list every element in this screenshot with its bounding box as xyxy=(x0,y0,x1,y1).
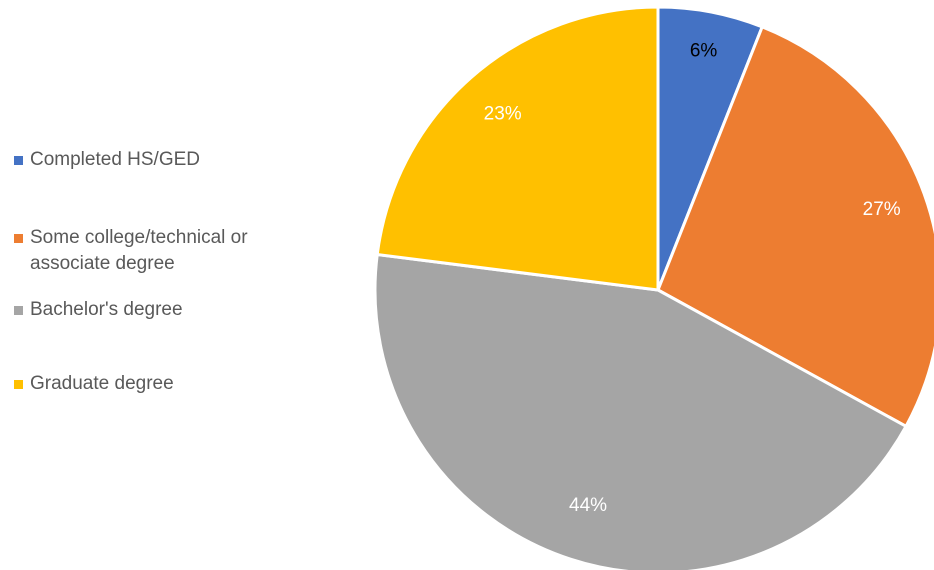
data-label-completed-hs-ged: 6% xyxy=(690,40,718,61)
data-label-bachelor-s-degree: 44% xyxy=(569,495,607,516)
legend-label-some-college: Some college/technical or associate degr… xyxy=(30,227,248,274)
legend-swatch-graduate-degree xyxy=(14,380,23,389)
legend-item-completed-hs-ged: Completed HS/GED xyxy=(14,147,330,173)
legend-label-bachelors-degree: Bachelor's degree xyxy=(30,299,183,320)
legend-item-graduate-degree: Graduate degree xyxy=(14,371,330,397)
legend-item-bachelors-degree: Bachelor's degree xyxy=(14,297,330,323)
data-label-graduate-degree: 23% xyxy=(484,103,522,124)
legend-swatch-bachelors-degree xyxy=(14,306,23,315)
legend-item-some-college: Some college/technical or associate degr… xyxy=(14,225,330,277)
legend-label-completed-hs-ged: Completed HS/GED xyxy=(30,149,201,170)
chart-legend: Completed HS/GED Some college/technical … xyxy=(14,0,354,570)
data-label-some-college-technical-or-associate-degree: 27% xyxy=(863,199,901,220)
legend-label-graduate-degree: Graduate degree xyxy=(30,373,174,394)
pie-slice-graduate-degree xyxy=(375,5,660,292)
legend-swatch-completed-hs-ged xyxy=(14,156,23,165)
pie-slice-bachelor-s-degree xyxy=(373,253,908,570)
legend-swatch-some-college xyxy=(14,234,23,243)
